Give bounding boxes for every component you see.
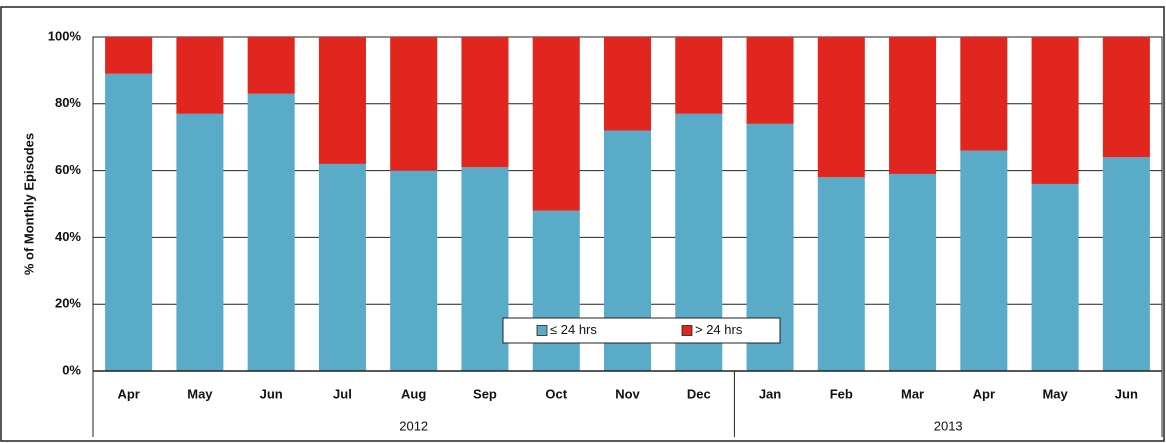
bar-segment (318, 163, 366, 371)
x-tick-label: Jan (759, 386, 781, 401)
bar-segment (603, 37, 652, 131)
bar-segment (960, 150, 1008, 371)
bar-segment (675, 37, 723, 114)
y-tick-label: 40% (55, 229, 81, 244)
x-tick-label: May (187, 386, 213, 401)
x-tick-label: May (1042, 386, 1068, 401)
bar-segment (532, 210, 580, 371)
bar-segment (105, 37, 153, 74)
bar-segment (532, 37, 580, 211)
x-tick-label: Feb (830, 386, 853, 401)
x-tick-label: Aug (401, 386, 426, 401)
bar-segment (461, 167, 509, 371)
bar-segment (247, 37, 295, 94)
bar-segment (889, 37, 937, 174)
group-label: 2013 (934, 418, 963, 433)
x-tick-label: Jun (1115, 386, 1138, 401)
legend-label: ≤ 24 hrs (550, 322, 597, 337)
legend-swatch (536, 325, 548, 336)
x-tick-label: Jul (333, 386, 352, 401)
y-tick-label: 100% (48, 28, 82, 43)
bar-segment (390, 170, 438, 371)
bar-segment (817, 37, 865, 178)
x-tick-label: Jun (260, 386, 283, 401)
bar-segment (1102, 157, 1150, 371)
x-tick-label: Dec (687, 386, 711, 401)
x-tick-label: Sep (473, 386, 497, 401)
bar-segment (1031, 37, 1079, 184)
bar-segment (889, 173, 937, 371)
y-tick-label: 0% (62, 362, 81, 377)
x-tick-label: Apr (973, 386, 995, 401)
bar-segment (105, 73, 153, 372)
legend-swatch (681, 325, 693, 336)
bar-segment (1102, 37, 1150, 158)
x-tick-label: Apr (117, 386, 139, 401)
bar-segment (176, 37, 224, 114)
bar-segment (1031, 183, 1079, 371)
x-tick-label: Oct (545, 386, 567, 401)
y-tick-label: 80% (55, 95, 81, 110)
group-label: 2012 (399, 418, 428, 433)
bar-segment (817, 177, 865, 371)
y-tick-label: 60% (55, 162, 81, 177)
x-tick-label: Nov (615, 386, 640, 401)
y-axis-label: % of Monthly Episodes (21, 133, 36, 275)
x-tick-label: Mar (901, 386, 924, 401)
bar-segment (746, 37, 794, 124)
bar-segment (247, 93, 295, 371)
y-tick-label: 20% (55, 296, 81, 311)
bar-segment (960, 37, 1008, 151)
legend-label: > 24 hrs (695, 322, 743, 337)
chart-frame (0, 6, 1165, 442)
bar-segment (318, 37, 366, 164)
bar-segment (390, 37, 438, 171)
bar-segment (176, 113, 224, 371)
legend-box (502, 317, 781, 344)
bar-segment (461, 37, 509, 168)
